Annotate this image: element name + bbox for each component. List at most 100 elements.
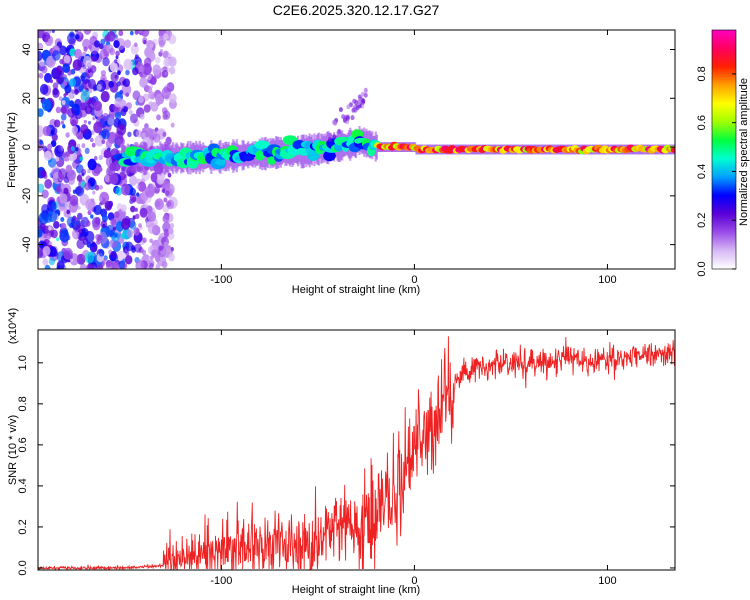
plume-blob bbox=[361, 98, 366, 104]
noise-blob bbox=[114, 74, 118, 79]
noise-blob bbox=[154, 198, 164, 210]
noise-blob bbox=[52, 50, 61, 61]
noise-blob bbox=[85, 220, 91, 227]
noise-blob bbox=[59, 45, 67, 56]
noise-blob bbox=[76, 174, 83, 182]
noise-blob bbox=[108, 80, 114, 88]
noise-blob bbox=[139, 77, 148, 88]
noise-blob bbox=[65, 151, 71, 158]
noise-blob bbox=[149, 43, 154, 48]
noise-blob bbox=[156, 175, 165, 185]
signal-blob bbox=[323, 150, 336, 162]
noise-blob bbox=[154, 56, 161, 64]
noise-blob bbox=[100, 91, 110, 103]
noise-blob bbox=[100, 38, 106, 46]
noise-blob bbox=[64, 84, 72, 94]
noise-blob bbox=[81, 172, 85, 177]
noise-blob bbox=[97, 231, 108, 244]
noise-blob bbox=[134, 30, 139, 35]
noise-blob bbox=[115, 50, 120, 57]
noise-blob bbox=[132, 67, 139, 76]
noise-blob bbox=[130, 44, 139, 55]
noise-blob bbox=[117, 70, 121, 76]
noise-blob bbox=[55, 106, 62, 114]
noise-blob bbox=[71, 125, 79, 134]
noise-blob bbox=[98, 154, 104, 161]
snr-panel: -100 0 100 0.0 0.2 0.4 0.6 0.8 1.0 Height of st… bbox=[7, 308, 676, 596]
plume-blob bbox=[332, 119, 337, 125]
noise-blob bbox=[141, 249, 146, 255]
spectrogram-y-tick-label: -40 bbox=[21, 237, 33, 253]
noise-blob bbox=[76, 143, 81, 148]
noise-blob bbox=[147, 222, 157, 234]
noise-blob bbox=[90, 214, 94, 219]
noise-blob bbox=[114, 59, 118, 64]
plume-blob bbox=[327, 132, 332, 138]
noise-blob bbox=[121, 83, 132, 96]
noise-blob bbox=[48, 241, 53, 247]
noise-blob bbox=[142, 237, 147, 243]
noise-blob bbox=[38, 183, 45, 193]
colorbar-tick-label: 0.6 bbox=[696, 115, 708, 130]
plume-blob bbox=[354, 99, 359, 105]
noise-blob bbox=[60, 120, 64, 125]
noise-blob bbox=[167, 231, 175, 240]
colorbar-tick-label: 0.0 bbox=[696, 261, 708, 276]
noise-blob bbox=[69, 78, 76, 87]
noise-blob bbox=[143, 40, 147, 45]
noise-blob bbox=[77, 212, 83, 220]
noise-blob bbox=[113, 40, 120, 49]
noise-blob bbox=[52, 82, 59, 90]
spectrogram-x-tick-label: 100 bbox=[598, 274, 616, 286]
noise-blob bbox=[38, 72, 44, 79]
noise-blob bbox=[144, 203, 148, 208]
noise-blob bbox=[109, 112, 115, 119]
colorbar-gradient bbox=[712, 30, 736, 269]
noise-blob bbox=[169, 223, 175, 229]
noise-blob bbox=[109, 47, 116, 56]
noise-blob bbox=[72, 59, 83, 71]
noise-blob bbox=[142, 127, 147, 133]
noise-blob bbox=[92, 190, 96, 195]
noise-blob bbox=[60, 106, 67, 114]
colorbar: 0.0 0.2 0.4 0.6 0.8 Normalized spectral ampl… bbox=[696, 29, 750, 277]
plume-blob bbox=[345, 115, 350, 121]
noise-blob bbox=[88, 120, 91, 125]
plume-blob bbox=[338, 107, 343, 113]
noise-blob bbox=[125, 250, 130, 256]
noise-blob bbox=[107, 116, 115, 126]
noise-blob bbox=[138, 30, 143, 33]
noise-blob bbox=[39, 139, 43, 145]
noise-blob bbox=[94, 135, 104, 147]
noise-blob bbox=[42, 145, 48, 152]
noise-blob bbox=[163, 197, 168, 203]
plume-blob bbox=[352, 107, 357, 113]
noise-blob bbox=[56, 65, 63, 74]
noise-blob bbox=[94, 40, 100, 48]
noise-blob bbox=[166, 67, 171, 73]
plume-blob bbox=[327, 137, 332, 142]
spectrogram-x-tick-label: 0 bbox=[411, 274, 417, 286]
noise-blob bbox=[164, 231, 169, 238]
snr-y-tick-label: 0.4 bbox=[17, 478, 29, 493]
noise-blob bbox=[109, 173, 119, 185]
noise-blob bbox=[149, 238, 153, 244]
snr-x-label: Height of straight line (km) bbox=[292, 584, 420, 596]
noise-blob bbox=[104, 34, 111, 42]
noise-blob bbox=[118, 30, 124, 37]
snr-y-tick-label: 0.0 bbox=[17, 560, 29, 575]
snr-x-ticks: -100 0 100 bbox=[210, 330, 617, 587]
plume-blob bbox=[360, 91, 365, 97]
plume-blob bbox=[363, 92, 368, 98]
colorbar-tick-label: 0.4 bbox=[696, 164, 708, 179]
noise-blob bbox=[170, 122, 175, 128]
spectrogram-y-label: Frequency (Hz) bbox=[6, 112, 18, 188]
noise-blob bbox=[134, 243, 142, 253]
noise-blob bbox=[168, 253, 175, 262]
noise-blob bbox=[168, 93, 177, 104]
noise-blob bbox=[134, 54, 139, 60]
spectrogram-heatmap bbox=[38, 30, 675, 269]
noise-blob bbox=[168, 227, 174, 235]
noise-blob bbox=[135, 260, 145, 269]
noise-blob bbox=[60, 113, 67, 121]
